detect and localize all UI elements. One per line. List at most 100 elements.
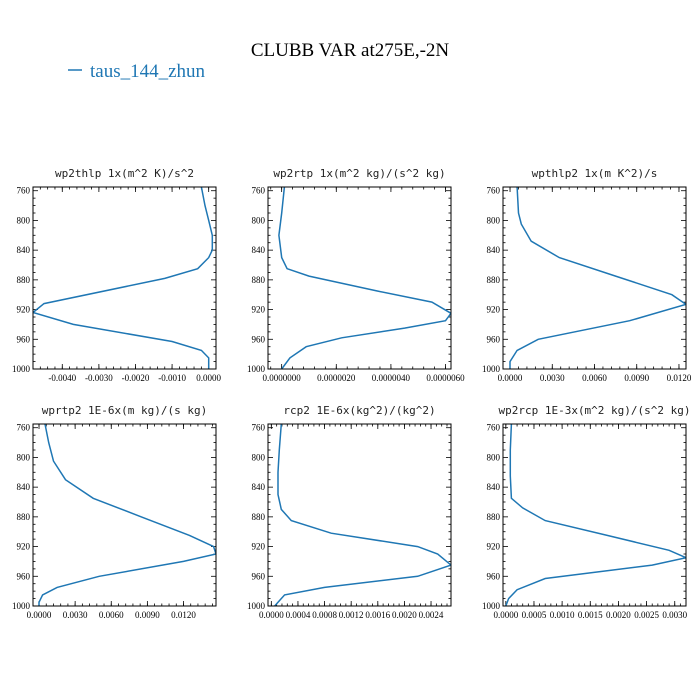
x-tick-label: 0.0015 bbox=[578, 610, 603, 620]
y-tick-label: 840 bbox=[252, 245, 266, 255]
y-tick-label: 840 bbox=[17, 482, 31, 492]
plot-frame bbox=[32, 423, 217, 607]
y-tick-label: 880 bbox=[252, 512, 266, 522]
y-tick-label: 1000 bbox=[247, 601, 266, 611]
y-tick-label: 760 bbox=[487, 186, 501, 196]
y-tick-label: 800 bbox=[487, 452, 501, 462]
y-tick-label: 920 bbox=[17, 305, 31, 315]
x-tick-label: -0.0030 bbox=[85, 373, 113, 383]
y-tick-label: 1000 bbox=[482, 601, 501, 611]
y-tick-label: 880 bbox=[17, 275, 31, 285]
x-tick-label: 0.0030 bbox=[662, 610, 687, 620]
y-tick-label: 920 bbox=[252, 542, 266, 552]
plot-frame bbox=[32, 186, 217, 370]
y-tick-label: 800 bbox=[17, 452, 31, 462]
y-tick-label: 840 bbox=[252, 482, 266, 492]
y-tick-label: 880 bbox=[487, 275, 501, 285]
panel-title: rcp2 1E-6x(kg^2)/(kg^2) bbox=[283, 404, 435, 417]
panel-title: wprtp2 1E-6x(m kg)/(s kg) bbox=[42, 404, 208, 417]
y-tick-label: 760 bbox=[17, 423, 31, 433]
y-tick-label: 800 bbox=[17, 215, 31, 225]
panel-title: wp2rcp 1E-3x(m^2 kg)/(s^2 kg) bbox=[498, 404, 690, 417]
x-tick-label: 0.0090 bbox=[135, 610, 160, 620]
x-tick-label: 0.0012 bbox=[339, 610, 364, 620]
y-tick-label: 920 bbox=[17, 542, 31, 552]
legend: taus_144_zhun bbox=[68, 61, 206, 82]
panels: wp2thlp 1x(m^2 K)/s^2 760 800 840 880 920 960 1… bbox=[12, 167, 692, 620]
x-tick-label: 0.0120 bbox=[667, 373, 692, 383]
series-line bbox=[505, 424, 686, 606]
y-tick-label: 1000 bbox=[247, 364, 266, 374]
x-tick-label: 0.0016 bbox=[365, 610, 390, 620]
series-line bbox=[38, 424, 216, 606]
x-tick-label: 0.0000 bbox=[498, 373, 523, 383]
panel-title: wp2rtp 1x(m^2 kg)/(s^2 kg) bbox=[273, 167, 445, 180]
y-tick-label: 760 bbox=[487, 423, 501, 433]
x-tick-label: 0.0000 bbox=[493, 610, 518, 620]
series-line bbox=[509, 187, 686, 369]
y-tick-label: 880 bbox=[17, 512, 31, 522]
x-tick-label: -0.0020 bbox=[122, 373, 150, 383]
y-tick-label: 920 bbox=[487, 305, 501, 315]
y-tick-label: 960 bbox=[17, 334, 31, 344]
x-tick-label: 0.0000000 bbox=[263, 373, 302, 383]
y-tick-label: 920 bbox=[252, 305, 266, 315]
y-tick-label: 960 bbox=[252, 571, 266, 581]
panel-title: wpthlp2 1x(m K^2)/s bbox=[532, 167, 658, 180]
legend-label: taus_144_zhun bbox=[90, 61, 206, 82]
figure-title: CLUBB VAR at275E,-2N bbox=[251, 40, 450, 61]
x-tick-label: 0.0004 bbox=[286, 610, 311, 620]
panel-title: wp2thlp 1x(m^2 K)/s^2 bbox=[55, 167, 194, 180]
y-tick-label: 880 bbox=[252, 275, 266, 285]
x-tick-label: 0.0000 bbox=[196, 373, 221, 383]
y-tick-label: 800 bbox=[252, 452, 266, 462]
panel-6: wp2rcp 1E-3x(m^2 kg)/(s^2 kg) 760 800 840 88… bbox=[482, 404, 691, 620]
x-tick-label: 0.0090 bbox=[624, 373, 649, 383]
series-line bbox=[274, 424, 451, 606]
x-tick-label: 0.0000060 bbox=[426, 373, 465, 383]
y-tick-label: 800 bbox=[487, 215, 501, 225]
x-tick-label: 0.0000 bbox=[259, 610, 284, 620]
y-tick-label: 1000 bbox=[482, 364, 501, 374]
plot-frame bbox=[267, 423, 452, 607]
y-tick-label: 840 bbox=[487, 482, 501, 492]
panel-2: wp2rtp 1x(m^2 kg)/(s^2 kg) 760 800 840 880 92… bbox=[247, 167, 465, 383]
y-tick-label: 800 bbox=[252, 215, 266, 225]
y-tick-label: 960 bbox=[487, 334, 501, 344]
x-tick-label: 0.0008 bbox=[312, 610, 337, 620]
y-tick-label: 840 bbox=[487, 245, 501, 255]
plot-frame bbox=[267, 186, 452, 370]
x-tick-label: 0.0010 bbox=[550, 610, 575, 620]
x-tick-label: 0.0005 bbox=[522, 610, 547, 620]
panel-5: rcp2 1E-6x(kg^2)/(kg^2) 760 800 840 880 920 96… bbox=[247, 404, 452, 620]
x-tick-label: 0.0020 bbox=[606, 610, 631, 620]
x-tick-label: 0.0030 bbox=[540, 373, 565, 383]
plot-frame bbox=[502, 186, 687, 370]
x-tick-label: 0.0000 bbox=[27, 610, 52, 620]
x-tick-label: 0.0060 bbox=[582, 373, 607, 383]
x-tick-label: 0.0030 bbox=[63, 610, 88, 620]
y-tick-label: 760 bbox=[17, 186, 31, 196]
x-tick-label: 0.0024 bbox=[419, 610, 444, 620]
x-tick-label: 0.0000020 bbox=[317, 373, 356, 383]
x-tick-label: -0.0010 bbox=[158, 373, 186, 383]
x-tick-label: 0.0000040 bbox=[372, 373, 411, 383]
y-tick-label: 960 bbox=[17, 571, 31, 581]
series-line bbox=[278, 187, 451, 369]
panel-1: wp2thlp 1x(m^2 K)/s^2 760 800 840 880 920 960 1… bbox=[12, 167, 222, 383]
y-tick-label: 760 bbox=[252, 186, 266, 196]
x-tick-label: 0.0060 bbox=[99, 610, 124, 620]
x-tick-label: 0.0020 bbox=[392, 610, 417, 620]
panel-4: wprtp2 1E-6x(m kg)/(s kg) 760 800 840 880 920… bbox=[12, 404, 217, 620]
y-tick-label: 840 bbox=[17, 245, 31, 255]
panel-3: wpthlp2 1x(m K^2)/s 760 800 840 880 920 960 100… bbox=[482, 167, 692, 383]
x-tick-label: 0.0120 bbox=[171, 610, 196, 620]
y-tick-label: 760 bbox=[252, 423, 266, 433]
x-tick-label: -0.0040 bbox=[48, 373, 76, 383]
x-tick-label: 0.0025 bbox=[634, 610, 659, 620]
series-line bbox=[33, 187, 214, 369]
y-tick-label: 960 bbox=[252, 334, 266, 344]
y-tick-label: 1000 bbox=[12, 364, 31, 374]
y-tick-label: 880 bbox=[487, 512, 501, 522]
